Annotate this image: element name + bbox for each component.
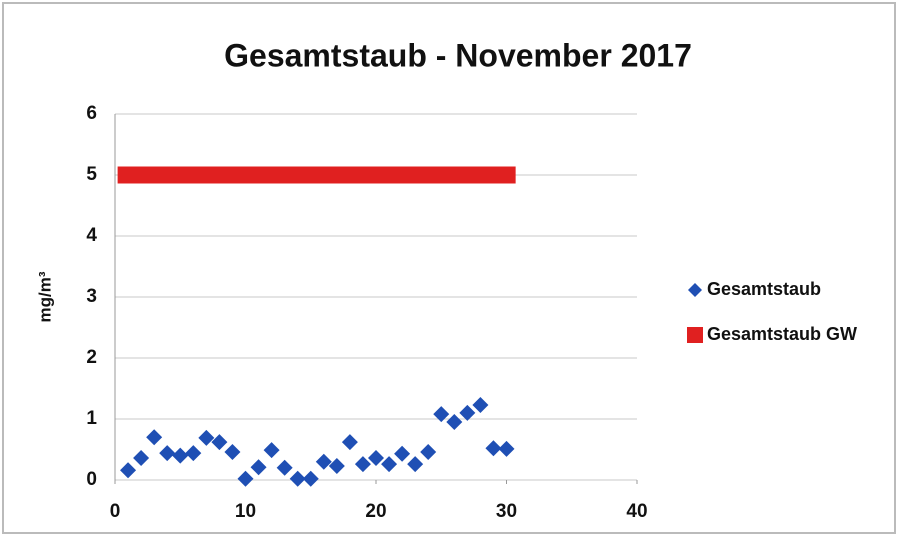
data-point: [159, 445, 176, 462]
data-point: [459, 404, 476, 421]
data-point: [276, 459, 293, 476]
data-point: [485, 440, 502, 457]
y-tick-label: 2: [86, 347, 97, 368]
data-point: [368, 450, 384, 467]
chart-title: Gesamtstaub - November 2017: [224, 37, 692, 73]
data-point: [407, 456, 424, 473]
y-tick-label: 0: [86, 469, 97, 490]
legend-swatch: [687, 327, 703, 343]
y-tick-label: 6: [86, 103, 97, 124]
y-axis-label: mg/m³: [35, 271, 54, 322]
data-point: [302, 470, 319, 487]
data-point: [224, 443, 241, 460]
data-point: [354, 456, 371, 473]
data-point: [381, 456, 398, 473]
y-tick-label: 4: [86, 225, 97, 246]
x-tick-label: 0: [110, 501, 121, 522]
y-tick-label: 3: [86, 286, 97, 307]
data-point: [250, 459, 267, 476]
data-point: [198, 429, 215, 446]
data-point: [446, 414, 463, 431]
y-tick-label: 5: [86, 164, 97, 185]
data-point: [328, 457, 345, 474]
y-tick-label: 1: [86, 408, 97, 429]
legend-label: Gesamtstaub: [707, 279, 821, 299]
data-point: [394, 445, 411, 462]
legend-swatch: [688, 283, 702, 297]
data-point: [133, 450, 150, 467]
data-point: [341, 434, 358, 451]
data-point: [211, 434, 228, 451]
data-point: [120, 462, 137, 479]
data-point: [146, 429, 163, 446]
data-point: [172, 447, 189, 464]
data-point: [433, 406, 450, 423]
data-point: [420, 443, 437, 460]
x-tick-label: 30: [496, 501, 517, 522]
data-point: [472, 396, 489, 413]
data-point: [263, 442, 280, 459]
data-point: [315, 453, 332, 470]
x-tick-label: 10: [235, 501, 256, 522]
data-point: [237, 470, 254, 487]
x-tick-label: 20: [365, 501, 386, 522]
data-point: [289, 470, 306, 487]
data-point: [498, 440, 515, 457]
data-point: [185, 445, 202, 462]
x-tick-label: 40: [626, 501, 647, 522]
legend-label: Gesamtstaub GW: [707, 324, 857, 344]
